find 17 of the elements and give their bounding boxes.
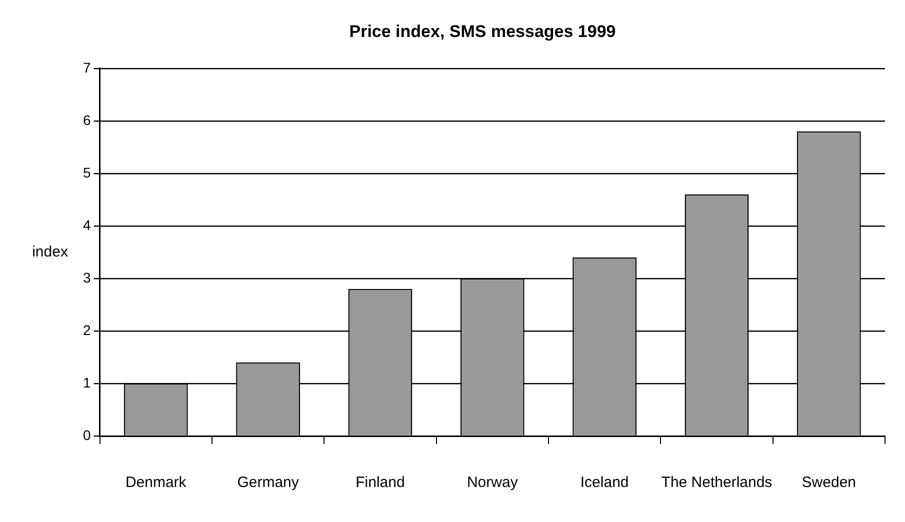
- y-tick-label: 3: [82, 269, 91, 286]
- y-tick-label: 2: [82, 322, 91, 338]
- x-tick-label: Denmark: [125, 474, 187, 492]
- y-tick-label: 7: [82, 59, 91, 76]
- y-tick-label: 6: [82, 112, 91, 128]
- chart-title: Price index, SMS messages 1999: [349, 22, 616, 41]
- x-tick-label: Finland: [356, 474, 405, 492]
- y-tick-label: 5: [82, 164, 91, 180]
- x-tick-label: Norway: [466, 474, 518, 492]
- x-tick-label: Sweden: [802, 474, 856, 492]
- x-tick-label: The Netherlands: [661, 474, 772, 492]
- x-tick-label: Germany: [237, 474, 300, 492]
- x-tick-label: Iceland: [580, 474, 629, 492]
- y-axis-title: index: [32, 243, 68, 260]
- y-tick-label: 4: [82, 216, 91, 233]
- y-tick-label: 0: [82, 426, 91, 443]
- y-tick-label: 1: [82, 374, 91, 390]
